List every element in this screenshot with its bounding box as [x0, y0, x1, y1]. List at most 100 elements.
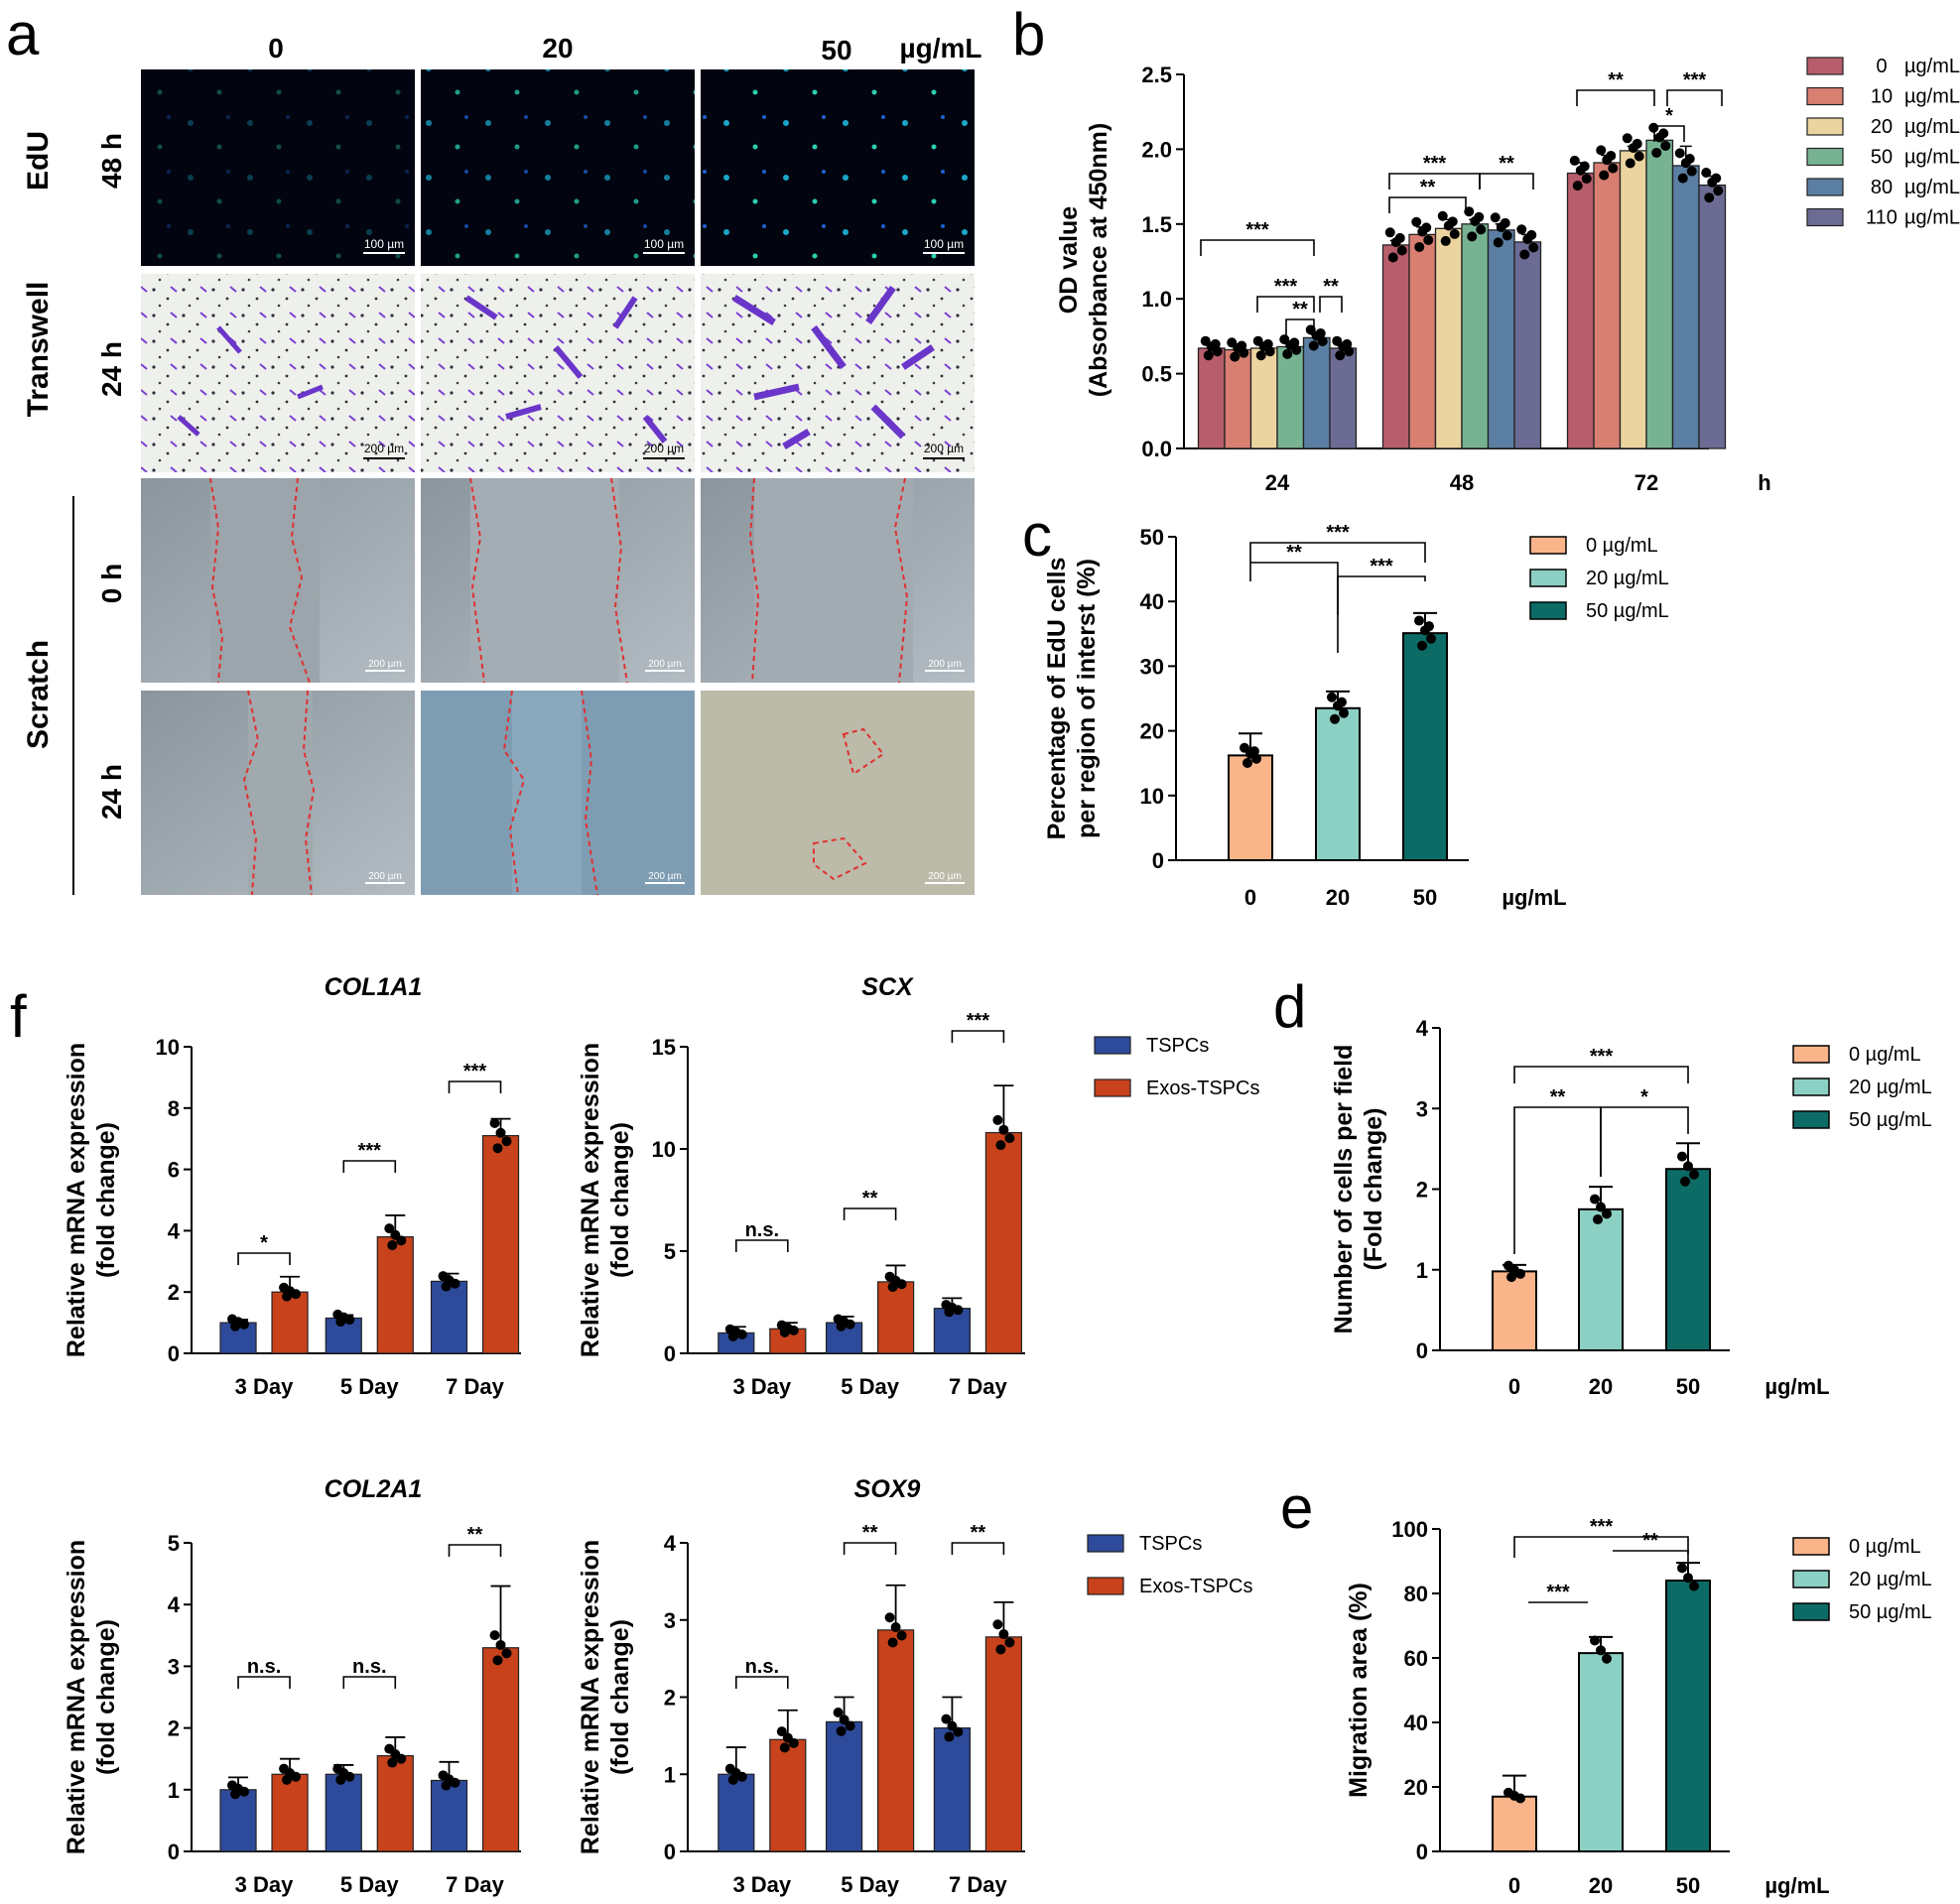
chart-d-ylabel-2: (Fold change) — [1360, 1108, 1387, 1271]
chart-f4-sig-1-label: ** — [862, 1522, 878, 1544]
chart-b-xtick-72: 72 — [1634, 470, 1658, 495]
chart-b-ytick-label-4: 2.0 — [1141, 137, 1172, 162]
scale-label-tw-0: 200 µm — [364, 442, 404, 455]
chart-f4-sig-2-label: ** — [971, 1522, 986, 1544]
chart-b-bar-48-110-point-0 — [1516, 224, 1527, 235]
chart-e-ytick-label-0: 0 — [1416, 1840, 1428, 1864]
chart-f1-sig-1-bracket — [342, 1160, 397, 1173]
chart-b-bar-72-10 — [1593, 162, 1622, 449]
chart-f4-bar-2-1 — [984, 1636, 1023, 1852]
chart-b-legend-swatch-20 — [1806, 117, 1844, 136]
chart-c: 0 10 20 30 40 50 0 20 50 µg/mL Percentage of EdU c… — [1043, 522, 1669, 910]
chart-b-bar-72-110 — [1698, 184, 1727, 449]
chart-b-bar-72-10-point-0 — [1596, 145, 1607, 156]
chart-b-bar-24-20 — [1249, 347, 1278, 449]
chart-b-legend-name-0: 0 — [1876, 56, 1887, 77]
chart-b-legend-name-50: 50 — [1871, 147, 1893, 169]
chart-b-ylabel-1: OD value — [1055, 206, 1083, 314]
scratch-0h-image-20 — [421, 477, 695, 684]
chart-e-xtick-20: 20 — [1589, 1873, 1613, 1898]
chart-b-ytick-label-2: 1.0 — [1141, 287, 1172, 312]
chart-f2-bar-2-1-point-3 — [995, 1140, 1006, 1151]
chart-f4-sig-0-label: n.s. — [745, 1656, 779, 1678]
chart-c-legend-swatch-1 — [1529, 569, 1567, 587]
scale-label-s0-50: 200 µm — [928, 659, 962, 670]
chart-f3-sig-1-bracket — [342, 1676, 397, 1689]
chart-b-bar-72-110-point-0 — [1701, 167, 1712, 178]
chart-c-xtick-50: 50 — [1413, 885, 1437, 910]
chart-d-bar-0-point-3 — [1506, 1272, 1516, 1283]
chart-b-bar-24-0-point-4 — [1210, 338, 1221, 349]
chart-b-bar-24-110-point-4 — [1342, 338, 1353, 349]
panel-label-c: c — [1022, 502, 1052, 569]
chart-e-bar-50 — [1665, 1580, 1711, 1852]
chart-b-legend-name-20: 20 — [1871, 116, 1893, 138]
chart-c-sig-2-label: *** — [1326, 522, 1350, 544]
chart-e-bar-20-point-1 — [1602, 1653, 1612, 1664]
chart-b-ytick-label-0: 0.0 — [1141, 437, 1172, 461]
chart-b-sig-6-bracket — [1479, 173, 1534, 190]
chart-d-sig-0-label: ** — [1550, 1086, 1566, 1108]
chart-f2-bar-1-1 — [876, 1281, 915, 1354]
chart-b-bar-48-0-point-1 — [1396, 245, 1407, 256]
chart-f2-xtick-0: 3 Day — [732, 1374, 791, 1399]
chart-b-bar-24-10 — [1224, 348, 1252, 449]
chart-c-bar-20-point-4 — [1337, 697, 1347, 707]
chart-f1-bar-1-1-point-0 — [384, 1223, 395, 1234]
chart-e-bar-20-point-0 — [1590, 1635, 1600, 1646]
chart-b-bar-24-0-point-3 — [1203, 350, 1214, 361]
chart-e-sig-2-bracket — [1513, 1536, 1689, 1558]
chart-e-legend-swatch-0 — [1792, 1537, 1830, 1556]
chart-c-xtick-20: 20 — [1326, 885, 1350, 910]
chart-f4-bar-1-1-point-2 — [890, 1622, 901, 1633]
chart-e-legend-label-2: 50 µg/mL — [1849, 1601, 1932, 1623]
chart-e-legend-label-1: 20 µg/mL — [1849, 1569, 1932, 1590]
chart-b-sig-7-bracket — [1576, 89, 1655, 106]
chart-f4-bar-0-1-point-3 — [779, 1742, 790, 1753]
chart-f4-bar-0-1-point-0 — [776, 1726, 787, 1737]
col-label-0: 0 — [268, 33, 284, 63]
chart-d-legend-label-2: 50 µg/mL — [1849, 1109, 1932, 1131]
chart-b-bar-48-50 — [1461, 223, 1490, 449]
chart-b-bar-72-20-point-0 — [1622, 133, 1633, 144]
chart-c-bar-20-point-1 — [1339, 707, 1349, 718]
chart-f3-xtick-0: 3 Day — [235, 1872, 294, 1897]
chart-d: 0 1 2 3 4 0 20 50 µg/mL Number of cells per field… — [1330, 1016, 1932, 1399]
chart-e-ylabel-1: Migration area (%) — [1345, 1583, 1372, 1798]
chart-f4-bar-1-1-point-3 — [887, 1637, 898, 1648]
chart-d-ytick-label-3: 3 — [1416, 1096, 1428, 1121]
chart-f1-sig-1-label: *** — [358, 1140, 382, 1162]
chart-b-sig-2-label: ** — [1292, 299, 1308, 320]
chart-b-sig-6-label: ** — [1499, 153, 1514, 175]
scale-label-s24-0: 200 µm — [368, 871, 402, 882]
chart-f4-bar-0-1-point-2 — [782, 1732, 793, 1743]
chart-e-xunit: µg/mL — [1764, 1873, 1829, 1898]
chart-e-ytick-label-2: 40 — [1404, 1711, 1428, 1735]
row-group-scratch: Scratch — [22, 640, 55, 749]
chart-f2-bar-0-1-point-3 — [779, 1327, 790, 1337]
scale-label-tw-20: 200 µm — [644, 442, 684, 455]
chart-b-bar-48-20-point-1 — [1449, 228, 1460, 239]
chart-b-legend-swatch-0 — [1806, 57, 1844, 75]
chart-d-legend-swatch-2 — [1792, 1110, 1830, 1129]
chart-b-bar-24-110 — [1329, 347, 1358, 449]
chart-f3-ytick-label-2: 2 — [168, 1716, 180, 1741]
chart-f3-ytick-label-4: 4 — [168, 1592, 181, 1617]
chart-f4-bar-1-0-point-1 — [845, 1720, 855, 1731]
chart-b-bar-72-50-point-3 — [1651, 147, 1662, 158]
chart-b-bar-72-110-point-3 — [1704, 192, 1715, 203]
chart-b-sig-2-bracket — [1285, 318, 1315, 335]
chart-f4-bar-1-0-point-3 — [836, 1725, 847, 1736]
chart-f4-bar-1-1 — [876, 1629, 915, 1852]
chart-b-bar-72-0 — [1566, 172, 1595, 449]
chart-d-xtick-50: 50 — [1676, 1374, 1700, 1399]
chart-e-sig-2-label: *** — [1590, 1516, 1614, 1538]
chart-b-bar-24-80 — [1302, 336, 1331, 449]
chart-f3-bar-1-0-point-3 — [335, 1774, 346, 1785]
chart-e-sig-0-label: *** — [1546, 1582, 1570, 1603]
chart-c-bar-0-point-4 — [1249, 746, 1259, 757]
chart-b-legend-unit-110: µg/mL — [1904, 207, 1960, 229]
chart-e-ytick-label-3: 60 — [1404, 1646, 1428, 1671]
chart-e-legend-swatch-1 — [1792, 1570, 1830, 1588]
chart-c-legend-label-0: 0 µg/mL — [1586, 535, 1658, 557]
